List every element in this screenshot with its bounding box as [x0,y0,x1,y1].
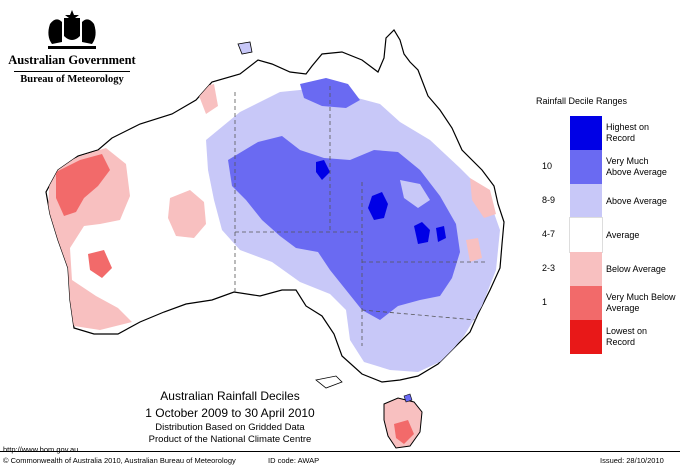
legend-label: Lowest on Record [606,326,648,347]
legend-swatch [570,252,602,286]
legend-swatch [570,286,602,320]
legend-swatch [570,116,602,150]
map-title: Australian Rainfall Deciles [160,389,300,403]
legend-label: Very Much Above Average [606,156,667,177]
legend-label: Average [606,229,640,240]
legend-label: Above Average [606,195,667,206]
legend-item-above: 8-9 Above Average [536,184,676,218]
map-product-note: Product of the National Climate Centre [148,434,312,445]
legend-range: 8-9 [542,195,556,205]
government-name: Australian Government [8,53,136,67]
legend-title: Rainfall Decile Ranges [536,96,628,106]
legend-label: Below Average [606,263,666,274]
logo-divider [14,71,130,72]
bureau-name: Bureau of Meteorology [20,74,124,85]
legend-item-very-much-below: 1 Very Much Below Average [536,286,676,320]
map-subtitle: Distribution Based on Gridded Data [155,422,305,433]
government-logo: Australian Government Bureau of Meteorol… [8,8,136,85]
legend-range: 4-7 [542,229,556,239]
copyright-text: © Commonwealth of Australia 2010, Austra… [3,456,236,465]
map-date-range: 1 October 2009 to 30 April 2010 [145,406,315,420]
legend-item-very-much-above: 10 Very Much Above Average [536,150,676,184]
legend-range: 2-3 [542,263,556,273]
issued-date: Issued: 28/10/2010 [600,456,664,465]
legend-label: Highest on Record [606,122,650,143]
legend-swatch [570,150,602,184]
id-code: ID code: AWAP [268,456,320,465]
legend-item-average: 4-7 Average [536,217,676,253]
legend-swatch [570,184,602,218]
legend-range: 10 [542,161,553,171]
legend-swatch [570,320,602,354]
coat-of-arms-icon [48,10,96,49]
legend-item-lowest: Lowest on Record [536,320,676,354]
website-link[interactable]: http://www.bom.gov.au [3,445,79,454]
legend-item-below: 2-3 Below Average [536,252,676,286]
footer-divider [0,451,680,452]
legend-swatch [569,217,603,253]
legend-item-highest: Highest on Record [536,116,676,150]
legend-range: 1 [542,297,548,307]
legend-label: Very Much Below Average [606,292,676,313]
